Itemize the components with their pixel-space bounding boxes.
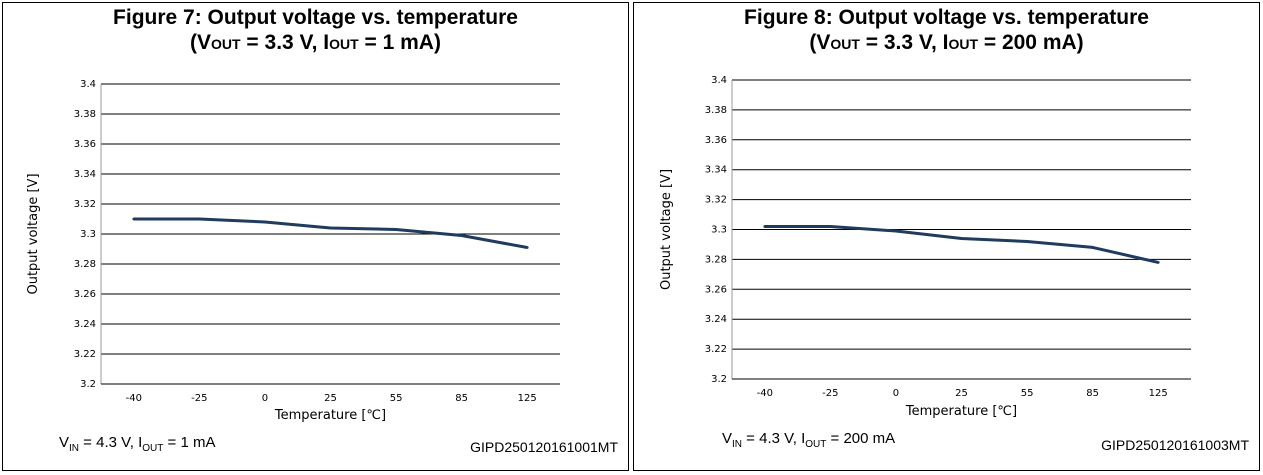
figure-8-panel: Figure 8: Output voltage vs. temperature…	[633, 2, 1260, 471]
figure-7-chart: 3.2 3.22 3.24 3.26 3.28 3.3 3.32 3.34 3.36 3.38 3.…	[26, 79, 560, 423]
y-tick-label: 3.24	[705, 314, 727, 325]
series-line	[764, 225, 1159, 264]
figure-7-panel: Figure 7: Output voltage vs. temperature…	[2, 2, 629, 471]
x-tick-label: 85	[1086, 388, 1099, 399]
x-tick-label: 55	[390, 393, 403, 404]
y-tick-label: 3.4	[711, 75, 727, 86]
y-tick-label: 3.28	[74, 259, 96, 270]
y-tick-label: 3.38	[74, 109, 96, 120]
y-tick-label: 3.36	[705, 135, 727, 146]
x-tick-label: -40	[757, 388, 773, 399]
figure-7-code: GIPD250120161001MT	[470, 439, 618, 455]
y-tick-label: 3.36	[74, 139, 96, 150]
figure-8-title: Figure 8: Output voltage vs. temperature	[744, 6, 1149, 29]
data-point	[329, 226, 332, 230]
data-point	[1156, 260, 1160, 264]
data-point	[894, 229, 898, 233]
x-tick-label: 125	[1149, 388, 1168, 399]
x-tick-label: 85	[455, 393, 468, 404]
data-point	[1091, 246, 1095, 249]
x-tick-label: -25	[822, 388, 838, 399]
x-tick-label: 25	[955, 388, 968, 399]
y-tick-label: 3.3	[80, 229, 96, 240]
data-point	[394, 228, 398, 231]
y-tick-label: 3.32	[74, 199, 96, 210]
y-tick-label: 3.4	[80, 79, 96, 90]
data-point	[763, 225, 767, 228]
data-point	[525, 246, 529, 249]
figure-8-conditions: (VOUT = 3.3 V, IOUT = 200 mA)	[809, 31, 1084, 54]
x-tick-label: 55	[1021, 388, 1034, 399]
x-tick-label: 0	[893, 388, 899, 399]
figure-8-footnote: VIN = 4.3 V, IOUT = 200 mA	[722, 430, 896, 450]
x-tick-label: 25	[324, 393, 337, 404]
x-tick-label: -25	[191, 393, 207, 404]
data-point	[1025, 240, 1029, 243]
y-tick-label: 3.3	[711, 225, 727, 236]
figure-7-conditions: (VOUT = 3.3 V, IOUT = 1 mA)	[190, 31, 441, 54]
data-point	[197, 217, 201, 221]
figure-8-code: GIPD250120161003MT	[1101, 437, 1249, 453]
y-tick-label: 3.22	[74, 349, 96, 360]
y-axis-label: Output voltage [V]	[659, 169, 674, 290]
x-axis-label: Temperature [℃]	[905, 404, 1017, 419]
x-axis-label: Temperature [℃]	[274, 408, 386, 423]
x-tick-label: 125	[518, 393, 537, 404]
figure-8-chart: 3.2 3.22 3.24 3.26 3.28 3.3 3.32 3.34 3.36 3.38 3.…	[659, 75, 1191, 419]
data-point	[263, 220, 267, 224]
data-point	[460, 234, 464, 237]
y-tick-label: 3.22	[705, 344, 727, 355]
figure-7-title: Figure 7: Output voltage vs. temperature	[113, 6, 518, 29]
y-axis-label: Output voltage [V]	[26, 173, 41, 294]
data-point	[132, 217, 136, 221]
data-point	[960, 237, 963, 240]
y-tick-label: 3.38	[705, 105, 727, 116]
y-tick-label: 3.28	[705, 254, 727, 265]
series-line	[133, 217, 528, 249]
y-tick-label: 3.34	[74, 169, 96, 180]
y-tick-label: 3.34	[705, 165, 727, 176]
y-tick-label: 3.2	[80, 379, 96, 390]
y-tick-label: 3.24	[74, 319, 96, 330]
y-tick-label: 3.32	[705, 195, 727, 206]
y-tick-label: 3.26	[74, 289, 96, 300]
y-tick-label: 3.2	[711, 374, 727, 385]
figure-7-footnote: VIN = 4.3 V, IOUT = 1 mA	[59, 434, 216, 454]
data-point	[828, 225, 832, 228]
y-tick-label: 3.26	[705, 284, 727, 295]
x-tick-label: -40	[126, 393, 142, 404]
x-tick-label: 0	[262, 393, 268, 404]
